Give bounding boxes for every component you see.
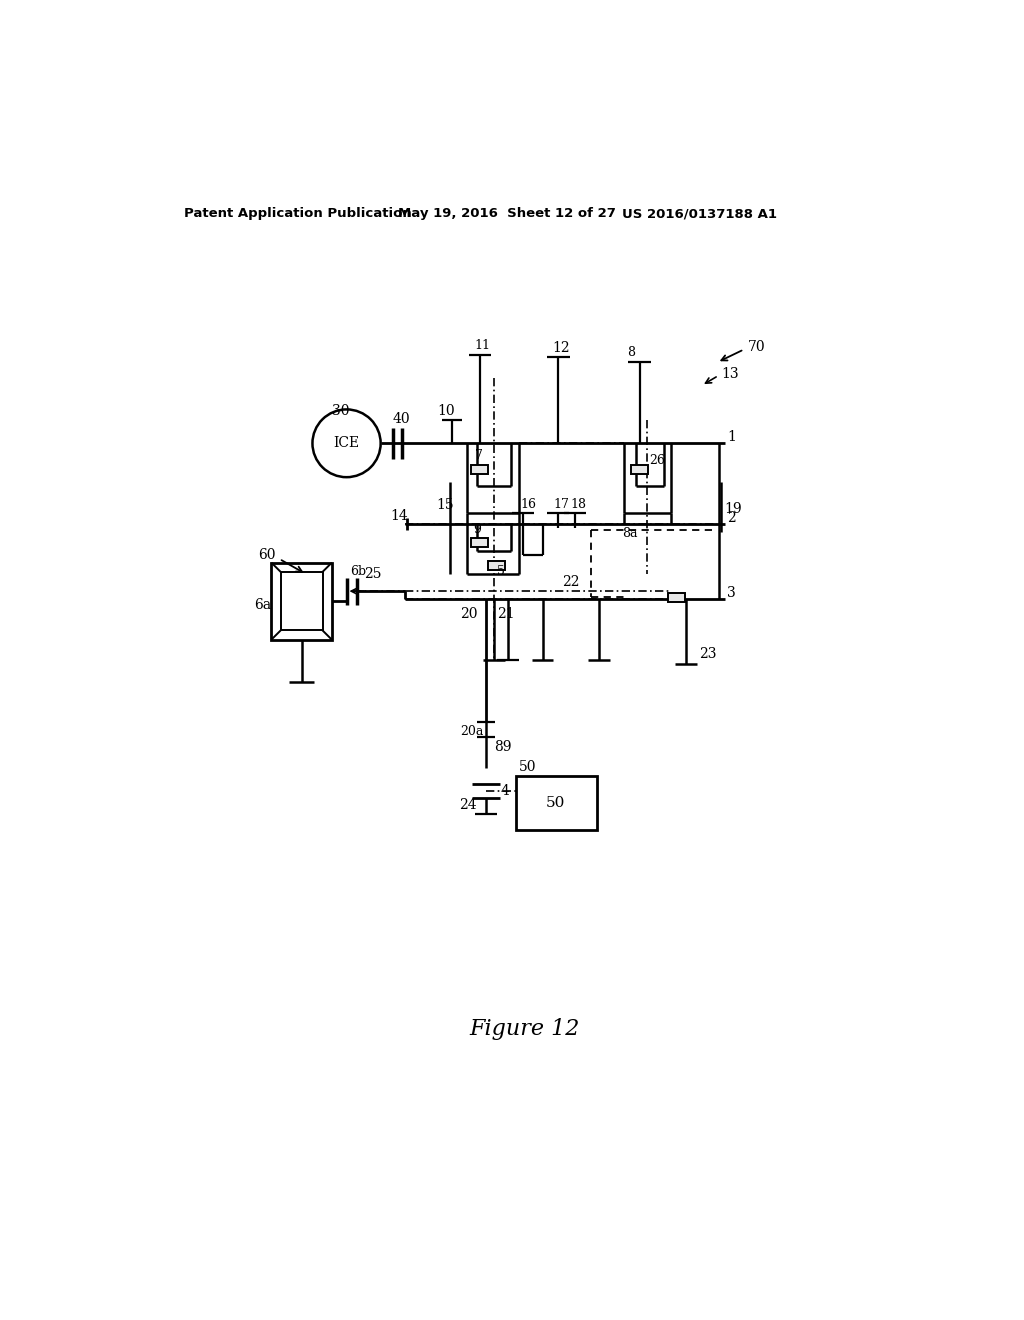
Text: 22: 22: [562, 576, 580, 589]
Text: 20: 20: [460, 607, 477, 622]
Text: 10: 10: [437, 404, 455, 418]
Text: 3: 3: [727, 586, 736, 599]
Bar: [669, 593, 685, 602]
Text: 26: 26: [649, 454, 666, 467]
Bar: [631, 465, 648, 474]
Text: ICE: ICE: [334, 437, 359, 450]
Text: 19: 19: [724, 502, 741, 516]
Text: 60: 60: [258, 548, 275, 562]
Text: 23: 23: [699, 647, 717, 661]
Text: 12: 12: [553, 341, 570, 355]
Text: 2: 2: [727, 511, 736, 525]
Bar: [487, 561, 505, 570]
Text: 9: 9: [474, 523, 481, 536]
Text: 11: 11: [474, 339, 490, 352]
Text: 1: 1: [727, 430, 736, 444]
Text: 70: 70: [748, 341, 766, 354]
Text: 16: 16: [520, 498, 537, 511]
Text: 40: 40: [393, 412, 411, 425]
Text: Patent Application Publication: Patent Application Publication: [183, 207, 412, 220]
Bar: [471, 539, 488, 548]
Text: 8a: 8a: [623, 527, 638, 540]
Text: 20a: 20a: [460, 725, 483, 738]
Bar: [281, 572, 323, 631]
Text: Figure 12: Figure 12: [470, 1018, 580, 1040]
Text: 14: 14: [390, 510, 408, 524]
Text: 8: 8: [627, 346, 635, 359]
Text: 17: 17: [554, 498, 569, 511]
Bar: [271, 562, 332, 640]
Text: 25: 25: [365, 568, 382, 581]
Text: 6b: 6b: [349, 565, 366, 578]
Text: 5: 5: [497, 565, 505, 578]
Text: 18: 18: [570, 498, 587, 511]
Text: 30: 30: [332, 404, 349, 418]
Text: US 2016/0137188 A1: US 2016/0137188 A1: [623, 207, 777, 220]
Text: 50: 50: [546, 796, 565, 810]
Text: 89: 89: [495, 739, 512, 754]
Text: 50: 50: [519, 760, 537, 774]
Bar: [515, 776, 597, 830]
Text: May 19, 2016  Sheet 12 of 27: May 19, 2016 Sheet 12 of 27: [397, 207, 615, 220]
Text: 15: 15: [436, 498, 454, 512]
Text: 13: 13: [721, 367, 738, 381]
Text: 7: 7: [475, 449, 483, 462]
Text: 21: 21: [497, 607, 514, 622]
Bar: [471, 465, 488, 474]
Text: 4: 4: [501, 784, 510, 799]
Text: 6a: 6a: [254, 598, 271, 612]
Text: 24: 24: [459, 799, 476, 812]
